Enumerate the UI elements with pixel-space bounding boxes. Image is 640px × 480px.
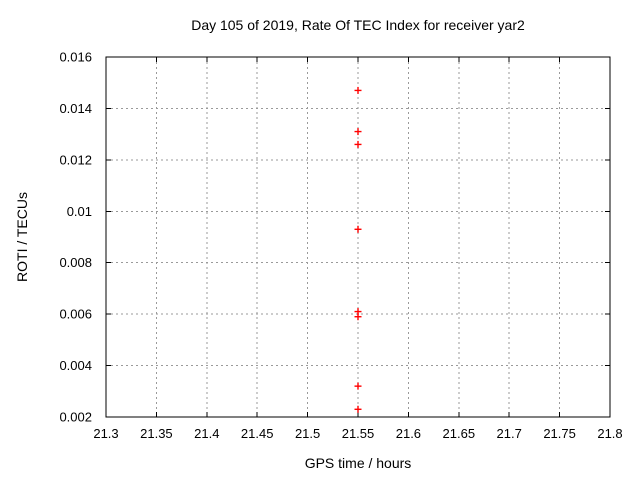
y-axis-label: ROTI / TECUs <box>14 192 30 282</box>
y-tick-labels: 0.002 0.004 0.006 0.008 0.01 0.012 0.014 0.016 <box>59 50 92 425</box>
y-tick-label: 0.01 <box>67 204 92 219</box>
plot-border <box>105 56 611 418</box>
y-tick-label: 0.002 <box>59 410 92 425</box>
y-tick-label: 0.008 <box>59 255 92 270</box>
x-tick-label: 21.65 <box>443 426 476 441</box>
x-tick-label: 21.45 <box>241 426 274 441</box>
chart-title: Day 105 of 2019, Rate Of TEC Index for r… <box>191 17 525 33</box>
y-tick-label: 0.016 <box>59 50 92 65</box>
x-tick-label: 21.55 <box>342 426 375 441</box>
x-tick-label: 21.75 <box>543 426 576 441</box>
x-tick-label: 21.4 <box>194 426 219 441</box>
y-tick-label: 0.006 <box>59 307 92 322</box>
x-tick-label: 21.5 <box>295 426 320 441</box>
gridlines <box>106 57 610 417</box>
x-tick-label: 21.6 <box>396 426 421 441</box>
y-tick-label: 0.012 <box>59 152 92 167</box>
data-points <box>354 86 362 413</box>
x-axis-label: GPS time / hours <box>305 455 412 471</box>
x-tick-label: 21.3 <box>93 426 118 441</box>
x-tick-label: 21.35 <box>140 426 173 441</box>
x-tick-labels: 21.3 21.35 21.4 21.45 21.5 21.55 21.6 21.65 21.7… <box>93 426 622 441</box>
x-tick-label: 21.7 <box>497 426 522 441</box>
x-tick-label: 21.8 <box>597 426 622 441</box>
y-tick-label: 0.004 <box>59 358 92 373</box>
y-tick-label: 0.014 <box>59 101 92 116</box>
